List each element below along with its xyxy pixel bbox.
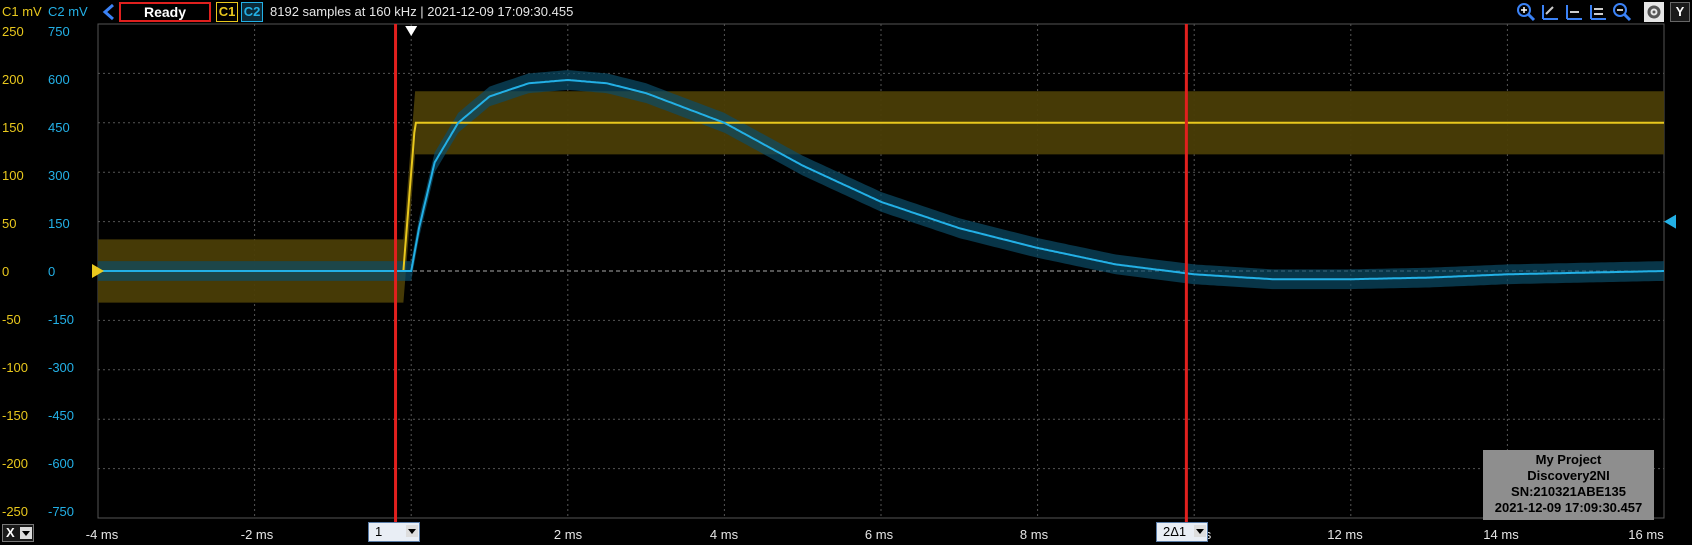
x-tick-label: 8 ms [1019,527,1049,542]
c2-tick-label: 300 [48,168,70,183]
settings-icon[interactable] [1644,2,1664,22]
top-toolbar: C1 mV C2 mV Ready C1 C2 8192 samples at … [0,0,1692,24]
x-tick-label: 16 ms [1628,527,1664,542]
c2-tick-label: -450 [48,408,75,423]
cursor-lines [394,24,1188,522]
c1-envelope [98,91,1664,303]
c2-envelope-band [98,70,1664,290]
c1-tick-label: -50 [2,312,21,327]
zoom-in-icon[interactable] [1516,2,1536,22]
c2-trace [98,78,1664,281]
chevron-down-icon[interactable] [20,527,32,539]
c1-tick-label: -100 [2,360,29,375]
traces [98,78,1664,281]
x-tick-label: -2 ms [240,527,274,542]
x-tick-label: 12 ms [1327,527,1363,542]
trigger-marker-icon [405,26,418,36]
c1-tick-label: 50 [2,216,17,231]
y-axis-button[interactable]: Y [1670,2,1690,22]
c2-tick-label: 750 [48,24,70,39]
cursor-2-selector[interactable]: 2Δ1 [1156,522,1208,542]
x-tick-label: 4 ms [709,527,739,542]
c1-offset-marker-icon [92,264,104,278]
c1-tick-label: 200 [2,72,24,87]
c2-trigger-level-icon [1664,214,1676,229]
channel-1-chip[interactable]: C1 [216,2,238,22]
device-name: Discovery2NI [1527,468,1610,483]
x-tick-label: 2 ms [553,527,583,542]
cursor-tool-icon[interactable] [1564,2,1584,22]
chevron-down-icon[interactable] [406,525,418,537]
cursor-2-label: 2Δ1 [1163,524,1187,539]
c2-tick-label: 0 [48,264,56,279]
c1-tick-label: -250 [2,504,29,519]
c1-tick-label: -200 [2,456,29,471]
x-tick-label: -4 ms [85,527,119,542]
c2-tick-label: -750 [48,504,75,519]
x-selector-label: X [6,525,15,540]
status-ready-button[interactable]: Ready [119,2,211,22]
device-timestamp: 2021-12-09 17:09:30.457 [1494,500,1643,515]
cursor-tool-icon[interactable] [1588,2,1608,22]
c2-tick-label: 150 [48,216,70,231]
c2-envelope [98,70,1664,290]
serial-number: SN:210321ABE135 [1511,484,1626,499]
c1-envelope-band [98,91,1664,303]
c1-tick-label: 0 [2,264,10,279]
cursor-tool-icon[interactable] [1540,2,1560,22]
c1-tick-label: 250 [2,24,24,39]
cursor-1-selector[interactable]: 1 [368,522,420,542]
c2-tick-label: 600 [48,72,70,87]
markers [92,26,1676,278]
project-name: My Project [1535,452,1602,467]
x-tick-label: 14 ms [1483,527,1519,542]
x-tick-label: 6 ms [864,527,894,542]
x-axis-selector[interactable]: X [2,524,34,542]
c1-tick-label: -150 [2,408,29,423]
c1-tick-label: 100 [2,168,24,183]
c2-tick-label: 450 [48,120,70,135]
c1-unit-label: C1 mV [2,4,42,19]
c2-unit-label: C2 mV [48,4,88,19]
back-arrow-icon[interactable] [100,2,118,22]
channel-2-chip[interactable]: C2 [241,2,263,22]
c2-tick-label: -300 [48,360,75,375]
zoom-out-icon[interactable] [1612,2,1632,22]
device-info-box: My Project Discovery2NI SN:210321ABE135 … [1483,450,1654,520]
c2-tick-label: -600 [48,456,75,471]
c2-tick-label: -150 [48,312,75,327]
chevron-down-icon[interactable] [1194,525,1206,537]
c1-tick-label: 150 [2,120,24,135]
acquisition-info: 8192 samples at 160 kHz | 2021-12-09 17:… [270,4,574,19]
x-tick-label: s [1204,527,1212,542]
cursor-1-label: 1 [375,524,383,539]
